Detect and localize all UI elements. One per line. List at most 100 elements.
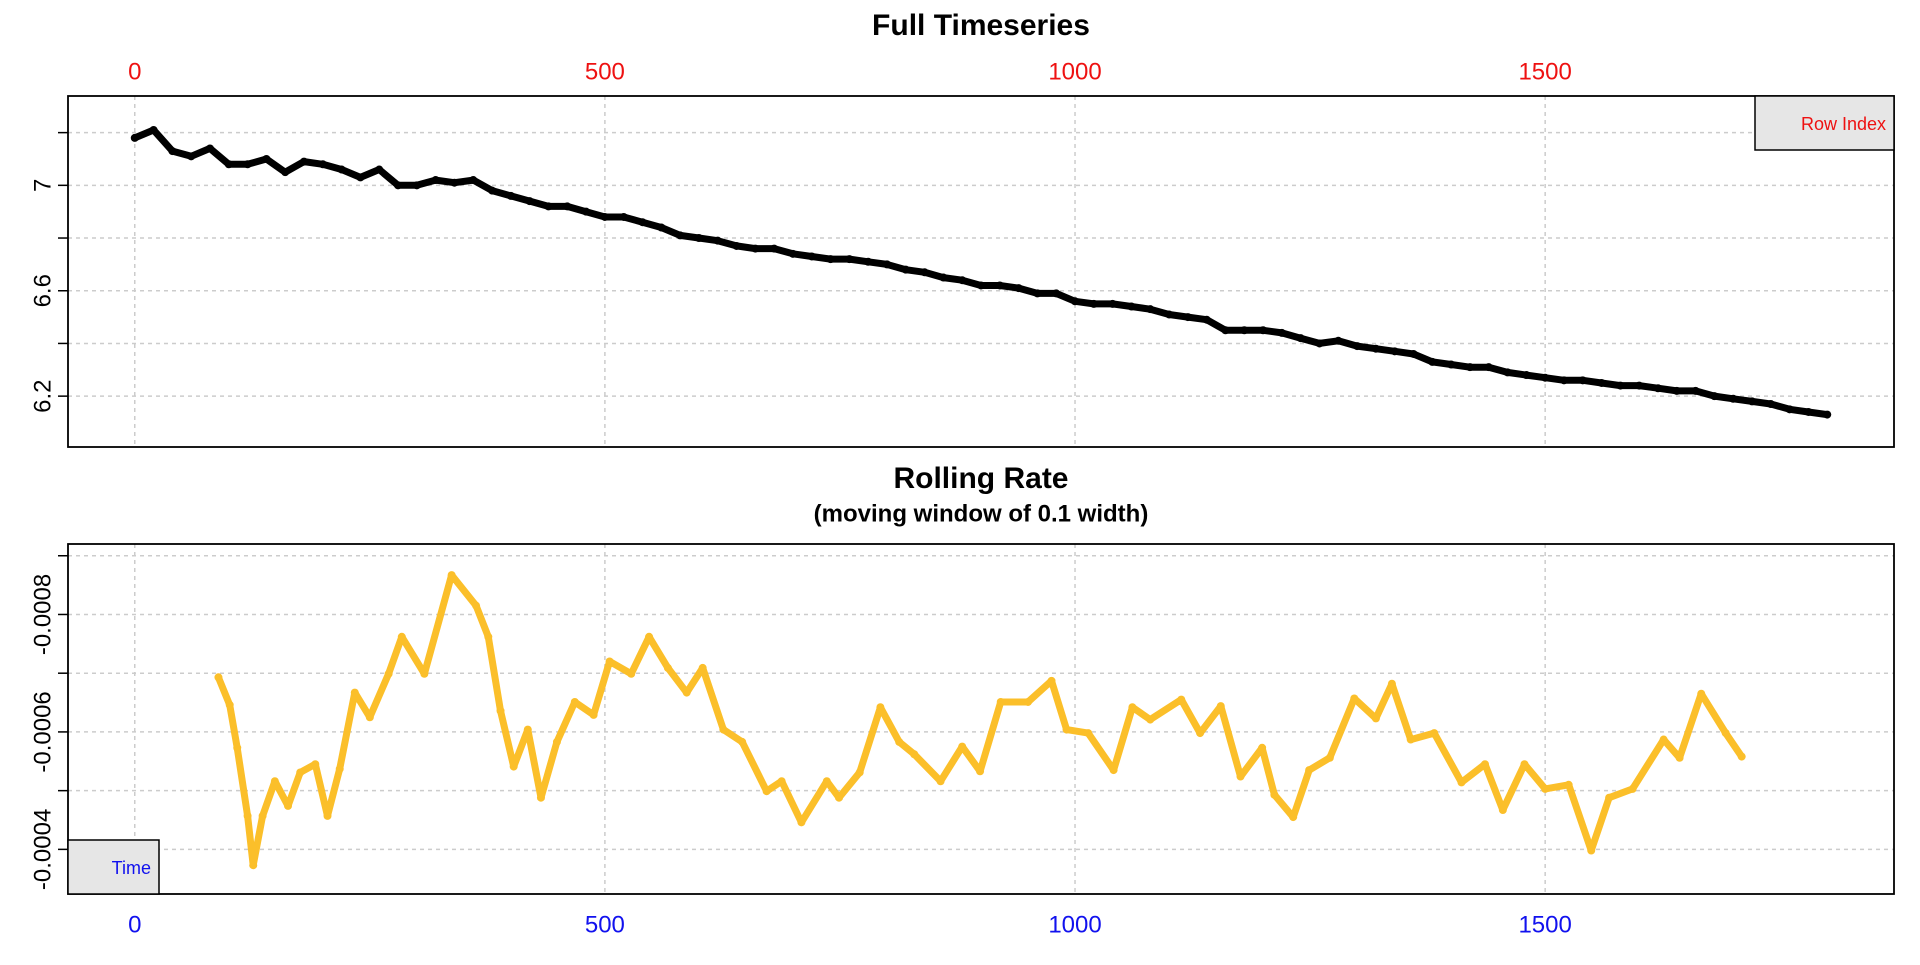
point bbox=[1503, 368, 1512, 377]
point bbox=[1128, 703, 1137, 712]
point bbox=[582, 207, 591, 216]
point bbox=[337, 165, 346, 174]
y-tick-label: -0.0004 bbox=[29, 809, 56, 890]
point bbox=[365, 713, 374, 722]
x-tick-label: 500 bbox=[585, 58, 625, 85]
point bbox=[225, 700, 234, 709]
point bbox=[958, 742, 967, 751]
point bbox=[762, 787, 771, 796]
point bbox=[1616, 381, 1625, 390]
point bbox=[1221, 326, 1230, 335]
point bbox=[394, 181, 403, 190]
point bbox=[1605, 793, 1614, 802]
point bbox=[1258, 743, 1267, 752]
point bbox=[1785, 405, 1794, 414]
point bbox=[1325, 753, 1334, 762]
point bbox=[738, 737, 747, 746]
point bbox=[1024, 697, 1033, 706]
point bbox=[1270, 790, 1279, 799]
point bbox=[1559, 376, 1568, 385]
point bbox=[509, 762, 518, 771]
point bbox=[958, 276, 967, 285]
series-trace bbox=[214, 571, 1746, 869]
point bbox=[187, 152, 196, 161]
point bbox=[822, 777, 831, 786]
x-tick-label: 500 bbox=[585, 911, 625, 938]
point bbox=[807, 252, 816, 261]
point bbox=[1498, 806, 1507, 815]
point bbox=[281, 168, 290, 177]
point bbox=[224, 160, 233, 169]
point bbox=[1659, 735, 1668, 744]
point bbox=[1737, 752, 1746, 761]
point bbox=[719, 725, 728, 734]
point bbox=[777, 777, 786, 786]
point bbox=[713, 236, 722, 245]
point bbox=[149, 125, 158, 134]
point bbox=[552, 737, 561, 746]
point bbox=[876, 703, 885, 712]
point bbox=[1578, 376, 1587, 385]
point bbox=[296, 768, 305, 777]
point bbox=[1675, 753, 1684, 762]
x-tick-label: 1500 bbox=[1518, 911, 1571, 938]
y-tick-label: 6.6 bbox=[29, 274, 56, 307]
point bbox=[835, 793, 844, 802]
point bbox=[1406, 735, 1415, 744]
point bbox=[431, 176, 440, 185]
point bbox=[1071, 297, 1080, 306]
point bbox=[1371, 714, 1380, 723]
point bbox=[638, 218, 647, 227]
point bbox=[420, 669, 429, 678]
point bbox=[936, 777, 945, 786]
point bbox=[751, 244, 760, 253]
point bbox=[1804, 407, 1813, 416]
legend-label: Time bbox=[112, 858, 151, 878]
point bbox=[284, 801, 293, 810]
point bbox=[1520, 760, 1529, 769]
point bbox=[447, 571, 456, 580]
point bbox=[1697, 689, 1706, 698]
point bbox=[855, 768, 864, 777]
point bbox=[484, 632, 493, 641]
point bbox=[243, 811, 252, 820]
point bbox=[910, 750, 919, 759]
point bbox=[375, 165, 384, 174]
point bbox=[1277, 328, 1286, 337]
legend-box bbox=[1754, 95, 1895, 151]
point bbox=[233, 743, 242, 752]
point bbox=[682, 688, 691, 697]
point bbox=[901, 265, 910, 274]
point bbox=[1127, 302, 1136, 311]
point bbox=[1748, 397, 1757, 406]
legend-label: Row Index bbox=[1801, 114, 1886, 134]
x-tick-label: 0 bbox=[128, 911, 141, 938]
chart-subtitle: (moving window of 0.1 width) bbox=[814, 500, 1149, 527]
point bbox=[311, 760, 320, 769]
point bbox=[1541, 373, 1550, 382]
point bbox=[676, 231, 685, 240]
point bbox=[1289, 813, 1298, 822]
y-tick-label: -0.0008 bbox=[29, 574, 56, 655]
point bbox=[1457, 778, 1466, 787]
point bbox=[895, 737, 904, 746]
point bbox=[1305, 766, 1314, 775]
point bbox=[1387, 679, 1396, 688]
point bbox=[544, 202, 553, 211]
point bbox=[1296, 334, 1305, 343]
point bbox=[243, 160, 252, 169]
point bbox=[205, 144, 214, 153]
point bbox=[995, 281, 1004, 290]
point bbox=[698, 663, 707, 672]
point bbox=[1196, 729, 1205, 738]
point bbox=[384, 669, 393, 678]
point bbox=[694, 234, 703, 243]
point bbox=[397, 632, 406, 641]
point bbox=[732, 241, 741, 250]
point bbox=[864, 257, 873, 266]
point bbox=[1047, 676, 1056, 685]
point bbox=[882, 260, 891, 269]
point bbox=[536, 793, 545, 802]
x-tick-label: 1000 bbox=[1048, 58, 1101, 85]
